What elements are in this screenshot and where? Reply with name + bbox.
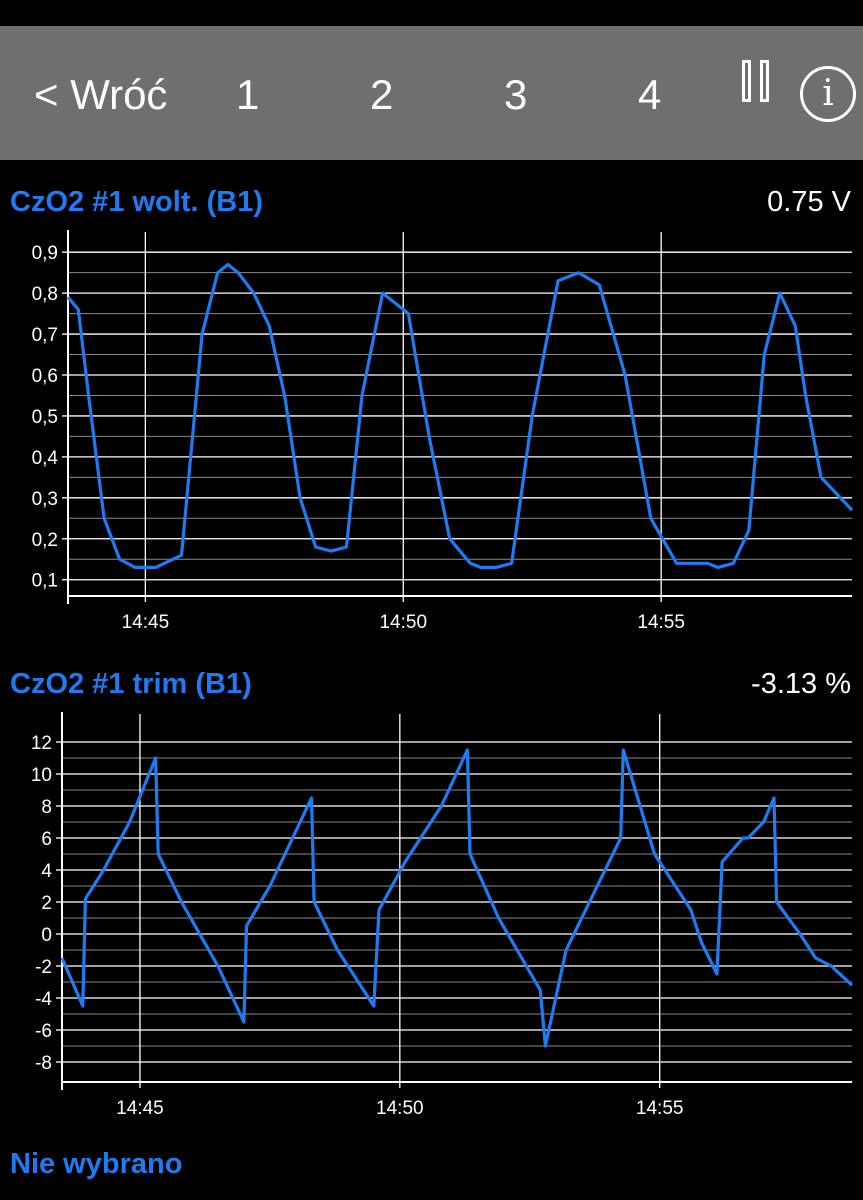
y-tick-label: 2 [41,893,52,914]
y-tick-label: 0,8 [32,284,58,305]
y-tick-label: 10 [31,765,52,786]
status-bar [0,0,863,26]
toolbar: < Wróć 1 2 3 4 i [0,26,863,160]
footer-label: Nie wybrano [10,1148,183,1180]
y-tick-label: 0,3 [32,489,58,510]
y-tick-label: -6 [35,1021,52,1042]
x-tick-label: 14:45 [116,1098,164,1119]
x-tick-label: 14:55 [636,1098,684,1119]
y-tick-label: 0,4 [32,448,59,469]
y-tick-label: 0,9 [32,243,58,264]
y-tick-label: 6 [41,829,52,850]
x-tick-label: 14:45 [122,612,170,633]
series-line [66,262,854,569]
y-tick-label: 8 [41,797,52,818]
y-tick-label: 12 [31,733,52,754]
x-tick-label: 14:50 [376,1098,424,1119]
voltage-chart: 0,1 0,2 0,3 0,4 0,5 0,6 0,7 0,8 0,9 14:45 14:50 14:… [32,230,854,633]
x-tick-label: 14:50 [379,612,427,633]
y-tick-label: -2 [35,957,52,978]
y-tick-label: 0,6 [32,366,58,387]
y-tick-label: -4 [35,989,52,1010]
y-tick-label: 0,2 [32,530,58,551]
panel-1-title: CzO2 #1 wolt. (B1) [10,186,263,218]
panel-2-value: -3.13 % [751,668,851,700]
y-tick-label: 4 [41,861,52,882]
y-tick-label: -8 [35,1053,52,1074]
y-tick-label: 0,5 [32,407,58,428]
tab-2[interactable]: 2 [370,71,394,118]
series-line [60,748,854,1048]
panel-1-value: 0.75 V [767,186,851,218]
panel-2-title: CzO2 #1 trim (B1) [10,668,252,700]
tab-4[interactable]: 4 [638,71,662,118]
y-tick-label: 0,1 [32,571,58,592]
tab-1[interactable]: 1 [236,71,260,118]
tab-3[interactable]: 3 [504,71,528,118]
y-tick-label: 0 [41,925,52,946]
trim-chart: -8 -6 -4 -2 0 2 4 6 8 10 12 14:45 14:50 14:55 [31,712,854,1119]
back-button[interactable]: < Wróć [34,71,168,118]
pause-icon[interactable] [740,52,774,114]
info-icon[interactable]: i [800,66,856,122]
y-tick-label: 0,7 [32,325,58,346]
x-tick-label: 14:55 [637,612,685,633]
